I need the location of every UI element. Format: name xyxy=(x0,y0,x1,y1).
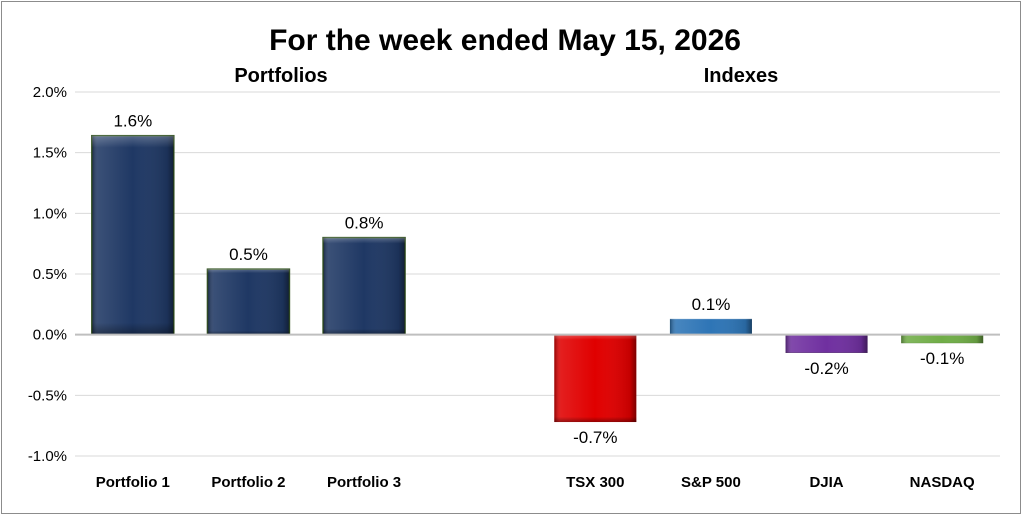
data-label-nasdaq: -0.1% xyxy=(920,349,964,368)
group-title-indexes: Indexes xyxy=(704,65,778,87)
bar-shade xyxy=(207,269,290,335)
bar-shade xyxy=(669,318,752,335)
bar-s-p-500 xyxy=(669,318,752,335)
bar-portfolio-3 xyxy=(322,236,406,336)
y-axis-ticks: 2.0% 1.5% 1.0% 0.5% 0.0% -0.5% -1.0% xyxy=(28,84,67,465)
data-label-s-p-500: 0.1% xyxy=(692,295,731,314)
bar-shade xyxy=(785,334,868,353)
category-label-portfolio-2: Portfolio 2 xyxy=(211,474,285,491)
bar-portfolio-2 xyxy=(206,268,291,336)
bar-nasdaq xyxy=(901,334,984,344)
category-label-portfolio-3: Portfolio 3 xyxy=(327,474,401,491)
data-label-portfolio-3: 0.8% xyxy=(345,214,384,233)
chart-title: For the week ended May 15, 2026 xyxy=(269,24,741,57)
y-tick-label: 1.5% xyxy=(33,145,67,162)
data-label-djia: -0.2% xyxy=(804,359,848,378)
category-label-portfolio-1: Portfolio 1 xyxy=(96,474,170,491)
y-tick-label: 0.5% xyxy=(33,266,67,283)
bar-portfolio-1 xyxy=(91,134,175,336)
x-axis-labels: Portfolio 1 Portfolio 2 Portfolio 3 TSX 300… xyxy=(96,474,975,491)
bar-shade xyxy=(554,334,637,423)
bar-tsx-300 xyxy=(554,334,637,423)
category-label-nasdaq: NASDAQ xyxy=(910,474,975,491)
y-tick-label: 2.0% xyxy=(33,84,67,101)
data-label-portfolio-1: 1.6% xyxy=(113,112,152,131)
y-tick-label: 1.0% xyxy=(33,205,67,222)
bars xyxy=(91,134,984,423)
y-tick-label: -0.5% xyxy=(28,387,67,404)
bar-shade xyxy=(91,135,174,335)
data-label-portfolio-2: 0.5% xyxy=(229,245,268,264)
category-label-s-p-500: S&P 500 xyxy=(681,474,741,491)
y-tick-label: -1.0% xyxy=(28,448,67,465)
data-labels: 1.6% 0.5% 0.8% -0.7% 0.1% -0.2% -0.1% xyxy=(113,112,964,447)
group-title-portfolios: Portfolios xyxy=(234,65,327,87)
bar-djia xyxy=(785,334,868,353)
data-label-tsx-300: -0.7% xyxy=(573,428,617,447)
y-tick-label: 0.0% xyxy=(33,327,67,344)
bar-shade xyxy=(323,237,406,335)
bar-shade xyxy=(901,334,984,344)
category-label-djia: DJIA xyxy=(809,474,843,491)
category-label-tsx-300: TSX 300 xyxy=(566,474,624,491)
